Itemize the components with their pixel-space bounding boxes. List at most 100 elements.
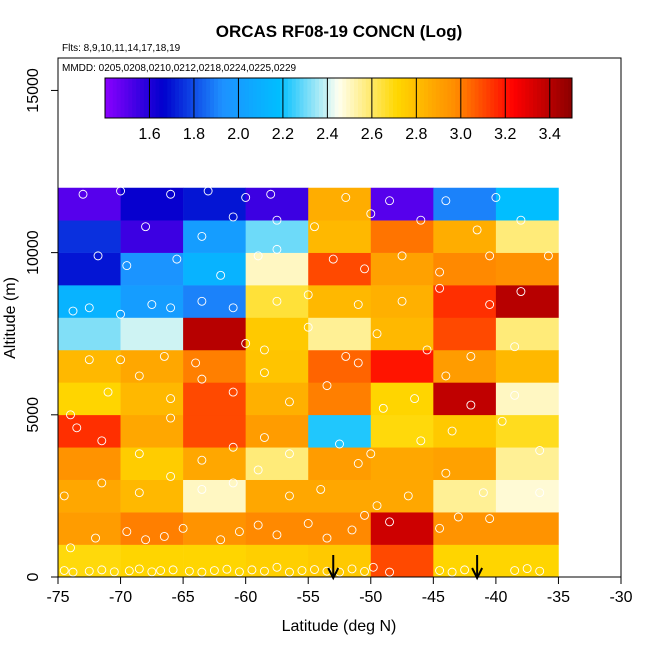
heatmap-cell [495, 317, 559, 351]
y-tick-label: 15000 [25, 68, 42, 113]
colorbar-swatch [175, 78, 180, 118]
colorbar-swatch [190, 78, 196, 118]
data-point [168, 565, 178, 575]
colorbar-swatch [365, 78, 371, 118]
heatmap-cell [308, 317, 372, 351]
heatmap-cell [495, 479, 559, 513]
heatmap-cell [370, 252, 434, 286]
data-point [272, 530, 282, 540]
colorbar-swatch [334, 78, 339, 118]
data-point [84, 566, 94, 576]
heatmap-cell [495, 252, 559, 286]
colorbar-tick-label: 3.4 [539, 126, 561, 143]
data-point [535, 566, 545, 576]
colorbar-swatch [213, 78, 219, 118]
data-point [303, 519, 313, 528]
plot-border [57, 57, 622, 578]
colorbar-swatch [536, 78, 542, 118]
data-point [166, 471, 176, 481]
heatmap-cell [370, 349, 434, 383]
heatmap-cell [183, 187, 246, 221]
colorbar-swatch [540, 78, 546, 118]
colorbar-swatch [178, 78, 184, 118]
colorbar-swatch [167, 78, 172, 118]
data-point [285, 567, 294, 577]
colorbar-swatch [556, 78, 561, 118]
colorbar-swatch [264, 78, 269, 118]
data-point [366, 449, 376, 459]
x-tick-label: -30 [609, 589, 632, 606]
data-point [322, 533, 332, 543]
colorbar-swatch [470, 78, 476, 118]
chart-title: ORCAS RF08-19 CONCN (Log) [216, 22, 463, 41]
data-point [209, 566, 219, 575]
y-tick-label: 10000 [25, 230, 42, 275]
heatmap-cell [495, 447, 559, 480]
data-point [441, 468, 451, 478]
heatmap-cell [495, 414, 559, 448]
colorbar-tick-label: 1.6 [138, 126, 160, 143]
data-point [335, 439, 344, 449]
colorbar-swatch [505, 78, 511, 118]
data-point [134, 371, 144, 381]
heatmap-cell [245, 220, 309, 253]
heatmap-cell [245, 512, 309, 545]
data-point [472, 225, 482, 235]
heatmap-cell [433, 252, 497, 286]
colorbar-swatch [147, 78, 153, 118]
heatmap-cell [433, 317, 497, 351]
x-tick-label: -40 [484, 589, 507, 606]
colorbar-swatch [210, 78, 215, 118]
data-point [516, 287, 526, 296]
data-point [447, 426, 457, 436]
data-point [360, 264, 369, 274]
data-point [228, 478, 238, 488]
data-point [141, 222, 151, 232]
data-point [253, 465, 263, 475]
colorbar-tick-label: 2.0 [227, 126, 249, 143]
colorbar-swatch [498, 78, 503, 118]
heatmap-cell [370, 187, 434, 221]
colorbar-swatch [544, 78, 550, 118]
data-point [178, 523, 188, 533]
colorbar-swatch [326, 78, 332, 118]
data-point [347, 564, 357, 574]
colorbar-swatch [287, 78, 293, 118]
colorbar-swatch [311, 78, 316, 118]
colorbar-swatch [466, 78, 472, 118]
data-point [156, 566, 166, 575]
data-point [385, 517, 394, 527]
colorbar-swatch [486, 78, 491, 118]
y-axis-label: Altitude (m) [2, 277, 19, 359]
colorbar-swatch [408, 78, 413, 118]
heatmap-cell [433, 479, 497, 513]
heatmap-cell [433, 220, 497, 253]
heatmap-cell [120, 187, 184, 221]
data-point [134, 564, 144, 574]
colorbar-swatch [420, 78, 425, 118]
heatmap-cell [495, 544, 559, 578]
data-point [84, 355, 94, 365]
colorbar-swatch [194, 78, 199, 118]
colorbar-swatch [404, 78, 410, 118]
data-point [272, 562, 282, 572]
heatmap-cell [433, 414, 497, 448]
colorbar-swatch [494, 78, 499, 118]
colorbar-swatch [459, 78, 464, 118]
data-point [203, 186, 213, 196]
heatmap-cell [183, 220, 246, 253]
colorbar-swatch [186, 78, 192, 118]
heatmap-cell [183, 285, 246, 318]
colorbar-swatch [439, 78, 445, 118]
colorbar-swatch [319, 78, 324, 118]
colorbar-swatch [373, 78, 378, 118]
data-point [353, 459, 363, 468]
colorbar-swatch [307, 78, 312, 118]
data-point [172, 254, 182, 264]
colorbar-swatch [217, 78, 223, 118]
data-point [435, 523, 445, 533]
colorbar-swatch [361, 78, 367, 118]
data-point [510, 342, 520, 352]
data-point [272, 296, 282, 306]
